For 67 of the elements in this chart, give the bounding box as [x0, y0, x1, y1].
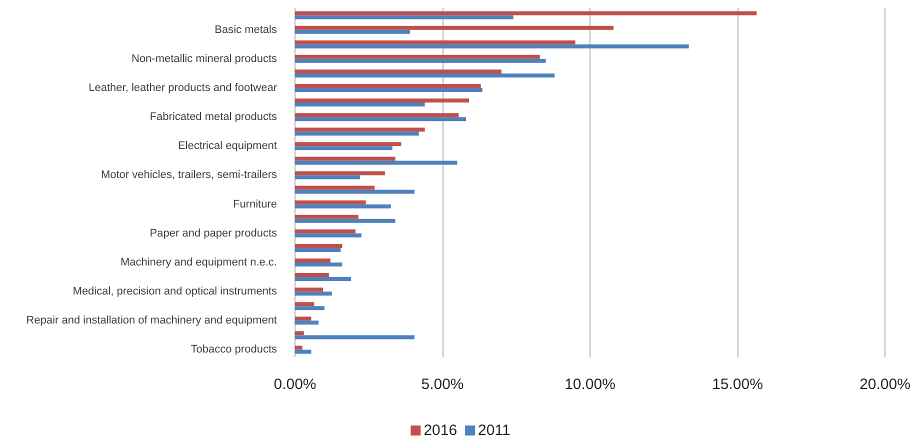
bar — [295, 331, 304, 336]
bar — [295, 229, 356, 234]
bar — [295, 73, 555, 78]
bar — [295, 218, 396, 223]
bar — [295, 190, 414, 194]
bar — [295, 44, 689, 48]
bar — [295, 11, 757, 16]
bar — [295, 320, 319, 325]
bar — [295, 204, 391, 208]
x-tick-label: 15.00% — [712, 376, 763, 393]
bar — [295, 288, 324, 292]
bar — [295, 156, 396, 161]
y-tick-label: Non-metallic mineral products — [132, 52, 278, 65]
bar — [295, 26, 614, 30]
x-tick-label: 20.00% — [860, 376, 910, 393]
bar — [295, 335, 414, 340]
bar — [295, 88, 482, 92]
y-tick-label: Electrical equipment — [178, 140, 277, 152]
x-tick-label: 10.00% — [564, 376, 616, 393]
bar — [295, 132, 419, 136]
bar — [295, 233, 362, 238]
bar — [295, 171, 385, 176]
y-tick-label: Medical, precision and optical instruments — [72, 286, 278, 298]
bar — [295, 128, 425, 132]
bar — [295, 292, 332, 296]
bar — [295, 214, 358, 219]
legend-label: 2011 — [478, 422, 510, 439]
bar — [295, 186, 375, 190]
x-tick-label: 5.00% — [421, 376, 464, 393]
bar — [295, 84, 481, 88]
bar — [295, 58, 546, 63]
bar — [295, 248, 341, 252]
y-tick-label: Paper and paper products — [150, 227, 278, 240]
y-tick-label: Furniture — [232, 198, 277, 210]
bar — [295, 175, 360, 180]
bar — [295, 54, 540, 59]
bar — [295, 146, 392, 150]
y-tick-label: Motor vehicles, trailers, semi-trailers — [100, 169, 278, 182]
bar — [295, 306, 324, 310]
bar — [295, 258, 330, 262]
bar — [295, 15, 514, 20]
x-tick-label: 0.00% — [274, 376, 316, 393]
y-tick-label: Machinery and equipment n.e.c. — [120, 256, 277, 268]
legend-label: 2016 — [424, 422, 458, 439]
bar — [295, 302, 314, 306]
bar — [295, 113, 459, 118]
y-tick-label: Tobacco products — [190, 344, 278, 356]
bar — [295, 160, 458, 165]
bar — [295, 346, 302, 350]
bar — [295, 117, 466, 122]
bar — [295, 142, 402, 146]
bar — [295, 40, 576, 44]
bar — [295, 98, 470, 103]
bar — [295, 350, 312, 354]
y-tick-label: Fabricated metal products — [150, 111, 278, 124]
bar — [295, 30, 410, 34]
bar — [295, 277, 352, 282]
y-tick-label: Basic metals — [214, 24, 278, 36]
y-tick-label: Repair and installation of machinery and equipment — [26, 314, 277, 327]
bar — [295, 102, 425, 107]
bar — [295, 69, 502, 74]
bar — [295, 200, 366, 204]
bar — [295, 273, 329, 278]
y-tick-label: Leather, leather products and footwear — [88, 82, 278, 94]
bar — [295, 262, 342, 266]
bar — [295, 316, 312, 321]
bar — [295, 244, 342, 248]
